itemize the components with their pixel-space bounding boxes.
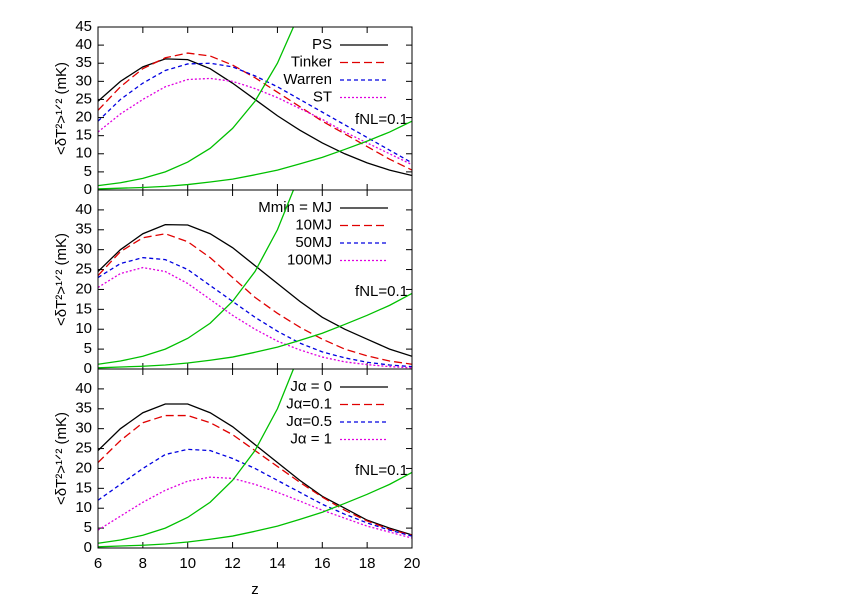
y-axis-label: <δT²>¹ᐟ² (mK)	[53, 233, 70, 326]
y-tick-label: 5	[84, 519, 92, 536]
y-tick-label: 0	[84, 360, 92, 377]
y-tick-label: 5	[84, 163, 92, 180]
plot-frame	[97, 189, 413, 370]
series-line	[98, 448, 412, 537]
x-tick-label: 10	[179, 555, 196, 572]
y-tick-label: 25	[75, 440, 92, 457]
y-tick-label: 15	[75, 127, 92, 144]
y-tick-label: 20	[75, 109, 92, 126]
y-tick-label: 20	[75, 280, 92, 297]
series-line	[98, 369, 295, 544]
x-tick-label: 14	[269, 555, 286, 572]
series-line	[98, 58, 412, 177]
series-line	[98, 471, 412, 548]
series-line	[98, 52, 412, 171]
series-line	[98, 476, 412, 539]
annotation: fNL=0.1	[355, 462, 408, 479]
series-line	[98, 292, 412, 369]
y-tick-label: 35	[75, 400, 92, 417]
y-axis-label: <δT²>¹ᐟ² (mK)	[53, 62, 70, 155]
y-tick-label: 10	[75, 320, 92, 337]
x-tick-label: 6	[94, 555, 102, 572]
x-tick-label: 12	[224, 555, 241, 572]
series-line	[98, 403, 412, 536]
legend-label: Jα = 1	[290, 430, 332, 447]
y-tick-label: 5	[84, 340, 92, 357]
y-tick-label: 30	[75, 72, 92, 89]
y-tick-label: 10	[75, 499, 92, 516]
x-tick-label: 20	[404, 555, 421, 572]
series-line	[98, 27, 295, 187]
x-tick-label: 8	[139, 555, 147, 572]
y-tick-label: 45	[75, 18, 92, 35]
y-tick-label: 0	[84, 181, 92, 198]
series-line	[98, 233, 412, 365]
y-tick-label: 40	[75, 201, 92, 218]
y-axis-label: <δT²>¹ᐟ² (mK)	[53, 412, 70, 505]
y-tick-label: 35	[75, 54, 92, 71]
legend-label: 10MJ	[295, 216, 332, 233]
y-tick-label: 10	[75, 145, 92, 162]
legend-label: 50MJ	[295, 234, 332, 251]
y-tick-label: 25	[75, 90, 92, 107]
series-line	[98, 77, 412, 166]
legend-label: Warren	[283, 71, 332, 88]
y-tick-label: 0	[84, 539, 92, 556]
plot-frame	[97, 26, 413, 191]
series-line	[98, 223, 412, 357]
plot-frame	[97, 368, 413, 549]
y-tick-label: 30	[75, 420, 92, 437]
y-tick-label: 15	[75, 300, 92, 317]
series-line	[98, 190, 295, 365]
y-tick-label: 35	[75, 221, 92, 238]
legend-label: Jα = 0	[290, 378, 332, 395]
y-tick-label: 40	[75, 380, 92, 397]
x-tick-label: 18	[359, 555, 376, 572]
legend-label: Mmin = MJ	[258, 199, 332, 216]
legend-label: Jα=0.1	[286, 395, 332, 412]
legend-label: PS	[312, 36, 332, 53]
legend-label: Tinker	[291, 53, 332, 70]
y-tick-label: 40	[75, 36, 92, 53]
y-tick-label: 30	[75, 241, 92, 258]
series-line	[98, 256, 412, 368]
series-line	[98, 266, 412, 369]
annotation: fNL=0.1	[355, 111, 408, 128]
annotation: fNL=0.1	[355, 283, 408, 300]
series-line	[98, 120, 412, 190]
legend-label: ST	[313, 88, 332, 105]
x-tick-label: 16	[314, 555, 331, 572]
x-axis-label: z	[251, 581, 259, 598]
series-line	[98, 62, 412, 164]
y-tick-label: 20	[75, 459, 92, 476]
y-tick-label: 25	[75, 261, 92, 278]
y-tick-label: 15	[75, 479, 92, 496]
legend-label: Jα=0.5	[286, 413, 332, 430]
legend-label: 100MJ	[287, 251, 332, 268]
